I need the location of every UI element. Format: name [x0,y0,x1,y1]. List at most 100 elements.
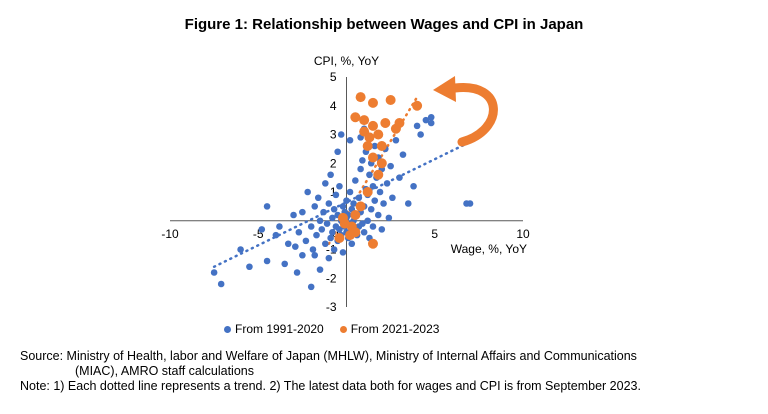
point-2021-2023 [394,118,405,128]
point-1991-2020 [339,203,347,210]
point-1991-2020 [210,269,218,276]
point-1991-2020 [292,243,299,250]
point-1991-2020 [323,220,331,227]
point-1991-2020 [369,223,377,230]
point-2021-2023 [367,238,378,249]
point-1991-2020 [217,280,225,288]
point-1991-2020 [413,122,421,130]
point-2021-2023 [373,169,384,180]
point-1991-2020 [329,214,336,222]
point-1991-2020 [359,220,366,227]
x-tick-label: -5 [253,227,264,241]
x-tick-label: -10 [161,227,179,241]
point-1991-2020 [392,136,400,144]
point-1991-2020 [360,228,368,236]
point-1991-2020 [304,188,311,196]
y-tick-label: -2 [326,271,337,285]
point-1991-2020 [359,157,366,164]
point-2021-2023 [334,233,345,243]
point-1991-2020 [366,171,373,179]
point-1991-2020 [404,200,412,207]
point-2021-2023 [367,152,378,163]
point-2021-2023 [350,210,361,220]
point-1991-2020 [330,205,338,213]
x-axis-label: Wage, %, YoY [451,242,527,256]
point-2021-2023 [350,112,361,123]
point-1991-2020 [327,234,334,242]
point-1991-2020 [313,231,320,239]
y-axis-label: CPI, %, YoY [314,54,379,68]
point-1991-2020 [334,148,341,156]
point-2021-2023 [367,120,378,131]
point-1991-2020 [357,165,364,173]
point-2021-2023 [355,92,366,103]
point-1991-2020 [355,194,363,202]
point-1991-2020 [387,162,394,170]
point-1991-2020 [422,116,430,124]
orange-dot-icon [339,325,347,333]
point-1991-2020 [376,188,384,196]
point-1991-2020 [316,266,324,273]
blue-dot-icon [224,325,231,333]
point-1991-2020 [276,223,283,230]
point-2021-2023 [337,212,348,223]
trend-lines [212,95,475,268]
point-1991-2020 [284,240,292,248]
point-1991-2020 [332,191,340,199]
point-1991-2020 [352,177,359,184]
point-2021-2023 [376,158,387,169]
point-1991-2020 [378,226,386,233]
point-2021-2023 [380,118,391,128]
point-1991-2020 [385,214,393,222]
point-1991-2020 [339,249,347,256]
point-1991-2020 [314,194,322,202]
figure-title: Figure 1: Relationship between Wages and… [184,16,584,33]
y-tick-label: 1 [330,185,337,199]
point-1991-2020 [350,200,357,207]
legend-label: From 1991-2020 [235,322,324,336]
legend-item-1991-2020: From 1991-2020 [224,322,324,336]
point-2021-2023 [373,129,384,140]
source-line-2: (MIAC), AMRO staff calculations [75,364,254,378]
legend-label: From 2021-2023 [350,322,440,336]
point-1991-2020 [299,208,306,216]
point-2021-2023 [362,187,373,197]
point-1991-2020 [311,203,319,210]
point-1991-2020 [316,217,324,225]
point-1991-2020 [258,226,266,233]
point-2021-2023 [364,132,375,143]
point-1991-2020 [302,237,310,245]
point-1991-2020 [396,174,403,181]
point-1991-2020 [299,251,306,259]
point-1991-2020 [427,119,435,127]
point-2021-2023 [355,201,366,212]
point-1991-2020 [336,226,343,233]
point-1991-2020 [337,131,345,138]
point-1991-2020 [322,180,329,187]
point-1991-2020 [369,182,377,190]
point-1991-2020 [348,240,356,248]
point-1991-2020 [329,228,336,236]
point-1991-2020 [346,188,354,196]
point-2021-2023 [345,230,356,241]
point-2021-2023 [412,100,423,111]
point-1991-2020 [330,246,338,253]
point-1991-2020 [380,200,387,207]
point-2021-2023 [359,115,370,126]
point-1991-2020 [371,142,379,150]
point-1991-2020 [325,200,333,207]
curved-arrow-annotation [433,76,498,147]
point-1991-2020 [318,226,326,233]
point-1991-2020 [293,269,301,276]
point-1991-2020 [309,246,317,253]
point-1991-2020 [320,208,327,216]
point-1991-2020 [272,231,280,239]
data-points [210,92,474,291]
point-1991-2020 [466,200,474,207]
point-1991-2020 [336,182,343,190]
point-1991-2020 [383,180,391,187]
axes [170,77,523,307]
point-1991-2020 [327,171,334,179]
point-1991-2020 [290,211,297,219]
